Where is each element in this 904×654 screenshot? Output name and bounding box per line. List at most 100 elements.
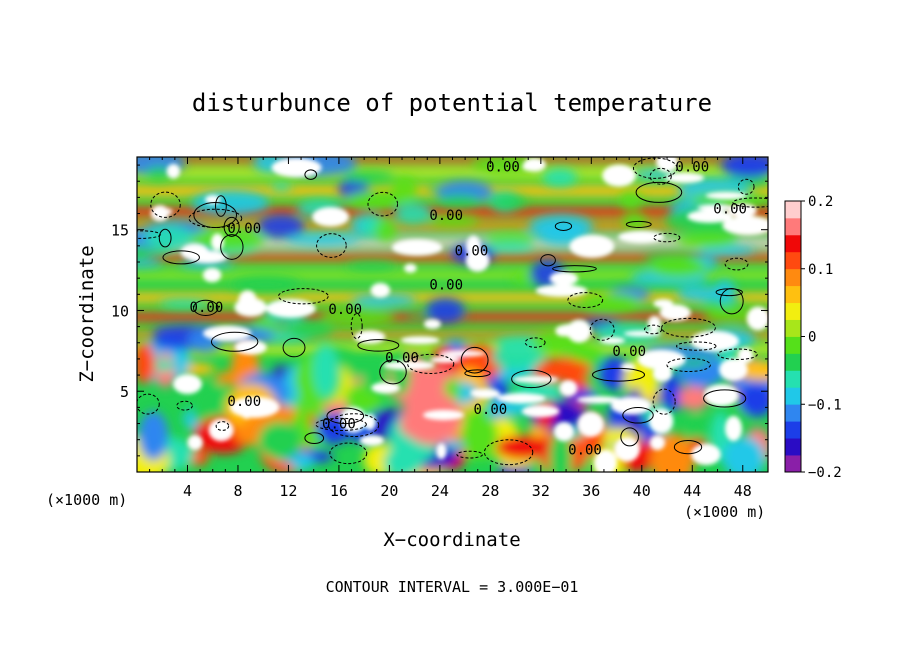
heatmap-white-patch	[229, 396, 280, 419]
heatmap-blob	[230, 275, 301, 294]
colorbar-swatch	[785, 251, 801, 270]
x-tick-label: 40	[633, 482, 651, 500]
contour-line	[188, 208, 243, 229]
colorbar-tick-label: 0.2	[808, 194, 833, 210]
heatmap-blob	[346, 260, 397, 272]
heatmap-blob	[426, 215, 479, 227]
contour-line	[737, 178, 755, 195]
heatmap-white-patch	[436, 443, 447, 460]
y-tick-label: 10	[111, 302, 129, 320]
heatmap-white-patch	[202, 267, 222, 283]
heatmap-white-patch	[594, 449, 618, 472]
contour-line	[524, 337, 546, 348]
contour-label: 0.00	[328, 302, 362, 318]
heatmap-blob	[485, 231, 535, 246]
heatmap-blob	[461, 412, 499, 460]
heatmap-blob	[675, 232, 739, 249]
heatmap-blob	[346, 190, 401, 211]
heatmap-blob	[542, 167, 578, 188]
contour-line	[673, 439, 703, 455]
x-tick-label: 12	[279, 482, 297, 500]
contour-line	[591, 367, 646, 382]
colorbar-tick-label: 0	[808, 330, 816, 346]
heatmap-white-patch	[600, 337, 625, 344]
contour-line	[304, 432, 325, 445]
heatmap-blob	[286, 234, 360, 246]
contour-label: 0.00	[713, 202, 747, 218]
heatmap-blob	[383, 446, 423, 472]
heatmap-white-patch	[423, 319, 441, 329]
contour-line	[625, 220, 652, 228]
heatmap-white-patch	[704, 384, 739, 407]
heatmap-blob	[487, 399, 533, 416]
heatmap-white-patch	[697, 204, 735, 211]
heatmap-white-patch	[665, 172, 705, 184]
heatmap-white-patch	[438, 350, 486, 357]
heatmap-blob	[425, 298, 465, 324]
contour-line	[649, 167, 672, 185]
heatmap-white-patch	[234, 340, 267, 355]
heatmap-white-patch	[535, 284, 588, 297]
heatmap-white-patch	[382, 360, 435, 370]
colorbar-swatch	[785, 387, 801, 405]
heatmap-blob	[215, 372, 239, 385]
contour-line	[652, 388, 676, 415]
contour-line	[304, 169, 318, 180]
heatmap-blob	[496, 435, 550, 460]
heatmap-blob	[146, 167, 171, 181]
x-tick-label: 8	[233, 482, 242, 500]
contour-label: 0.00	[227, 394, 261, 410]
heatmap-white-patch	[187, 434, 203, 451]
colorbar-tick-label: −0.1	[808, 397, 842, 413]
heatmap-blob	[713, 279, 736, 305]
heatmap-white-patch	[556, 323, 592, 338]
colorbar-swatch	[785, 404, 801, 422]
contour-line	[635, 181, 683, 203]
heatmap-white-patch	[746, 306, 768, 331]
heatmap-white-patch	[576, 396, 622, 404]
heatmap-white-patch	[430, 356, 461, 363]
colorbar-swatch	[785, 421, 801, 439]
x-axis-label: X−coordinate	[383, 529, 520, 551]
colorbar-swatch	[785, 217, 801, 236]
heatmap-blob	[351, 294, 417, 307]
contour-labels: 0.00 0.00 0.00 0.00 0.00 0.00 0.00 0.00 0.00 0.00…	[190, 160, 747, 459]
heatmap-white-patch	[470, 389, 485, 397]
heatmap-blob	[257, 421, 302, 460]
contour-label: 0.00	[190, 300, 224, 316]
colorbar-swatch	[785, 353, 801, 371]
contour-line	[540, 254, 556, 267]
heatmap-white-patch	[359, 435, 384, 446]
heatmap-white-patch	[602, 164, 636, 187]
contour-line	[483, 439, 534, 466]
heatmap-white-patch	[690, 330, 740, 352]
chart-title: disturbunce of potential temperature	[192, 89, 712, 117]
x-tick-label: 20	[380, 482, 398, 500]
contour-label: 0.00	[474, 402, 508, 418]
contour-line	[460, 346, 489, 374]
heatmap-white-patch	[623, 330, 662, 337]
heatmap-blob	[580, 292, 641, 313]
heatmap-blob	[289, 453, 314, 470]
heatmap-blob	[723, 436, 766, 472]
contour-line	[326, 407, 365, 425]
colorbar-swatch	[785, 319, 801, 337]
contour-line	[666, 357, 711, 373]
heatmap-white-patch	[559, 379, 578, 397]
heatmap-white-patch	[656, 157, 679, 173]
contour-line	[193, 299, 219, 316]
heatmap-white-patch	[354, 330, 386, 344]
contour-line	[554, 221, 573, 231]
heatmap-white-patch	[422, 409, 465, 421]
contour-label: 0.00	[429, 208, 463, 224]
x-unit-label: (×1000 m)	[46, 491, 127, 509]
heatmap-blob	[486, 242, 535, 252]
contour-line	[653, 232, 681, 243]
contour-line	[644, 324, 663, 335]
x-tick-label: 16	[330, 482, 348, 500]
contour-line	[316, 233, 347, 258]
heatmap-blob	[437, 195, 480, 207]
contour-label: 0.00	[675, 160, 709, 176]
heatmap-white-patch	[512, 375, 559, 383]
